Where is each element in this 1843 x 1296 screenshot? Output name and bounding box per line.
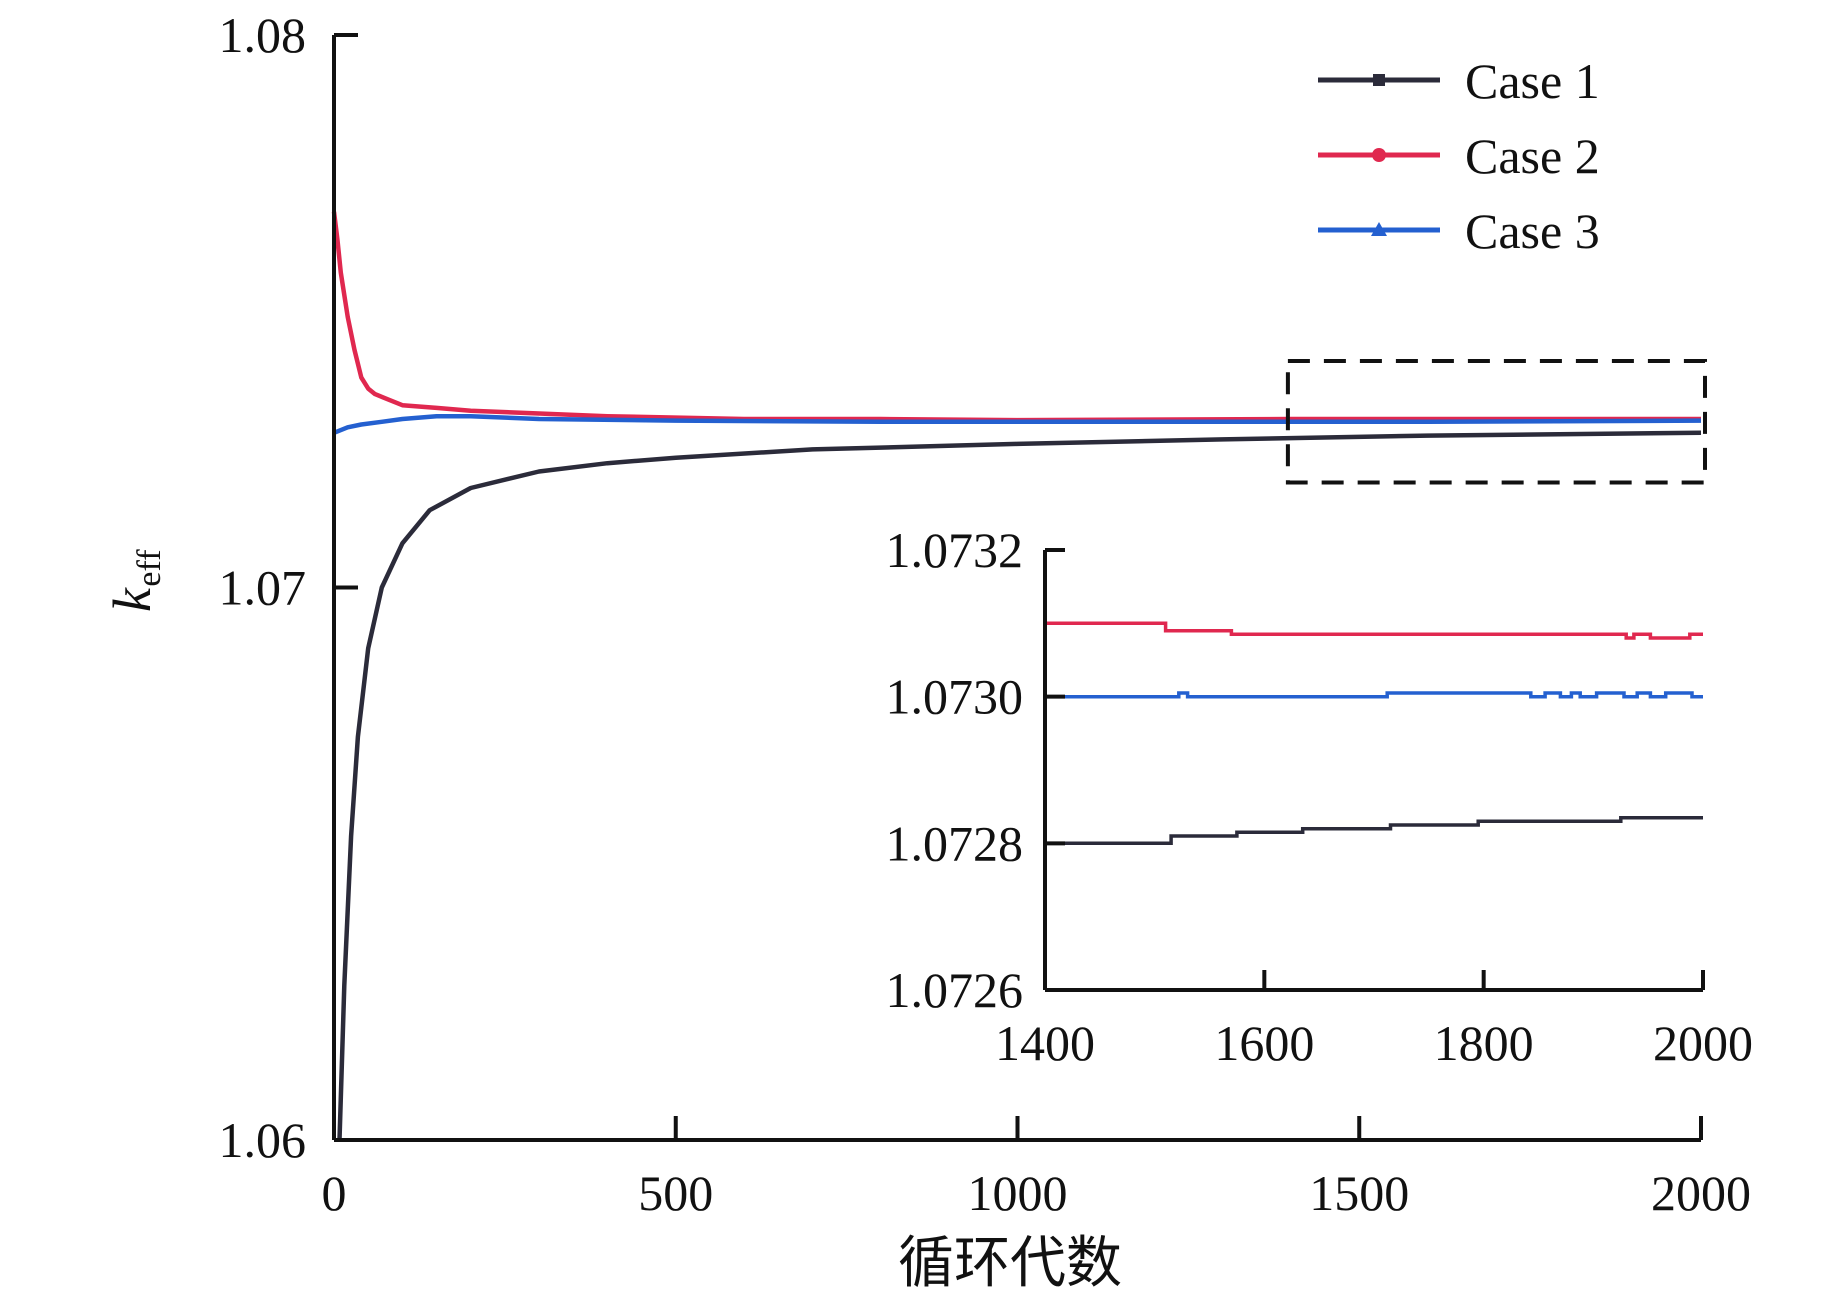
legend-marker-square [1373,74,1385,86]
x-tick-label: 2000 [1651,1165,1751,1221]
legend-marker-circle [1372,148,1386,162]
legend-label-case-3: Case 3 [1465,203,1600,259]
series-line-case-2 [331,211,1701,423]
inset-y-tick-label: 1.0728 [886,815,1024,871]
main-plot: 0 500 1000 1500 2000 1.06 1.07 1.08 [219,7,1752,1221]
inset-series-line-case-2 [1045,621,1703,640]
legend-label-case-2: Case 2 [1465,128,1600,184]
x-axis-label: 循环代数 [898,1231,1122,1296]
legend-label-case-1: Case 1 [1465,53,1600,109]
y-tick-label: 1.06 [219,1112,307,1168]
inset-y-tick-label: 1.0732 [886,522,1024,578]
inset-x-tick-label: 1400 [995,1015,1095,1071]
x-tick-label: 500 [638,1165,713,1221]
legend-marker-triangle [1371,222,1387,236]
inset-y-tick-label: 1.0726 [886,962,1024,1018]
inset-x-tick-label: 2000 [1653,1015,1753,1071]
inset-series-line-case-1 [1045,815,1703,846]
y-tick-label: 1.07 [219,560,307,616]
legend: Case 1 Case 2 Case 3 [1318,53,1600,259]
inset-x-tick-label: 1600 [1214,1015,1314,1071]
series-line-case-1 [337,430,1702,1141]
inset-x-tick-label: 1800 [1434,1015,1534,1071]
inset-series-line-case-3 [1045,691,1703,699]
x-tick-label: 0 [322,1165,347,1221]
y-axis-label-subscript: eff [131,549,168,587]
x-tick-label: 1000 [968,1165,1068,1221]
y-axis-label: k eff [102,549,168,612]
zoom-region-rect [1285,358,1708,485]
y-tick-label: 1.08 [219,7,307,63]
series-line-case-3 [333,413,1702,435]
inset-y-tick-label: 1.0730 [886,669,1024,725]
zoom-region-box [1285,358,1708,485]
x-tick-label: 1500 [1309,1165,1409,1221]
inset-plot: 1400 1600 1800 2000 1.0726 1.0728 1.0730 1.0732 [886,522,1754,1071]
y-axis-label-main: k [102,587,162,612]
